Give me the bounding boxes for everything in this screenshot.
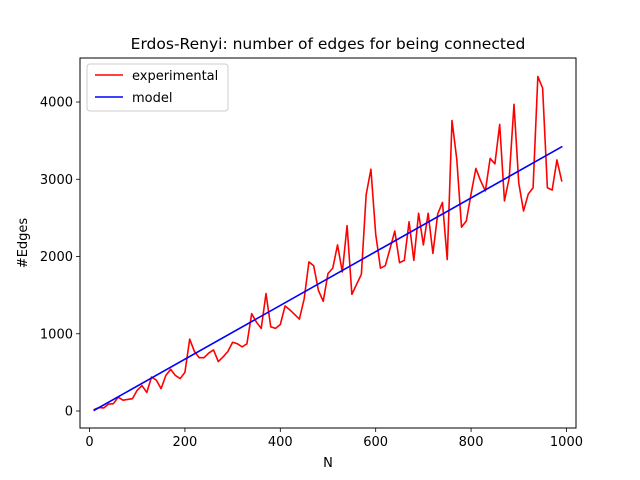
legend-label-experimental: experimental [132,69,218,84]
y-tick-label: 3000 [40,173,73,188]
x-tick-label: 1000 [550,435,583,450]
series-line-experimental [93,75,563,411]
y-tick-label: 4000 [40,96,73,111]
y-axis-label: #Edges [16,218,31,269]
series-layer [93,75,563,412]
plot-frame [79,57,577,429]
x-tick-label: 200 [173,435,198,450]
x-tick-label: 800 [459,435,484,450]
legend: experimental model [86,63,229,112]
y-tick-label: 1000 [40,327,73,342]
x-tick-label: 0 [85,435,93,450]
legend-label-model: model [132,91,172,106]
x-tick-label: 600 [363,435,388,450]
x-axis-label: N [323,456,333,471]
y-tick-label: 0 [65,405,73,420]
chart-title: Erdos-Renyi: number of edges for being c… [131,35,526,53]
ticks-layer: 0 200 400 600 800 1000 0 1000 2000 3000 4000 [40,96,583,450]
y-tick-label: 2000 [40,250,73,265]
x-tick-label: 400 [268,435,293,450]
series-line-model [93,145,563,412]
